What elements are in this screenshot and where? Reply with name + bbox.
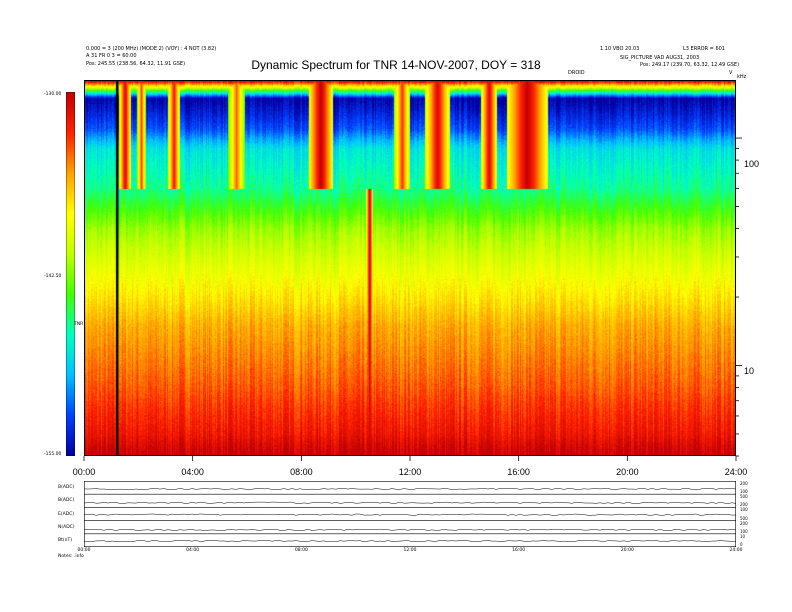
stack-trace: [84, 487, 736, 490]
stack-right-tick: 100: [740, 507, 748, 513]
spectrogram-heatmap: [84, 80, 736, 456]
colorbar-tick-top: -130.00: [44, 92, 62, 97]
stack-right-tick: 200: [740, 502, 748, 508]
x-tick-label: 12:00: [398, 467, 422, 477]
x-tick-label: 08:00: [290, 467, 313, 477]
x-tick-label: 00:00: [72, 467, 96, 477]
stack-right-tick: 200: [740, 520, 748, 526]
chart-title: Dynamic Spectrum for TNR 14-NOV-2007, DO…: [251, 58, 541, 72]
stack-panel-label: E(ADC): [58, 511, 75, 517]
spectrogram-frame: [84, 80, 736, 456]
x-tick-label: 04:00: [181, 467, 204, 477]
header-right-2: L3 ERROR = 601: [683, 46, 725, 52]
header-right-3: SIG_PICTURE VAD AUG31, 2003: [620, 55, 700, 61]
stack-trace: [84, 513, 736, 516]
header-right-4: Pos: 249.17 (239.70, 63.32, 12.49 GSE): [640, 62, 740, 68]
frequency-axis: [736, 137, 742, 457]
stack-plot-labels: B(ADC) 200 100 B(ADC) 500 200 E(ADC) 100 500 N(AD…: [0, 481, 792, 561]
stack-right-tick: 500: [740, 494, 748, 500]
stack-right-tick: 10: [740, 533, 746, 539]
stack-panel-label: N(ADC): [58, 524, 75, 530]
stack-right-tick: 500: [740, 515, 748, 521]
stack-x-tick-label: 00:00: [77, 548, 91, 553]
time-axis-labels: 00:00 04:00 08:00 12:00 16:00 20:00 24:00: [0, 467, 792, 479]
stack-trace: [84, 528, 736, 531]
x-tick-label: 16:00: [507, 467, 530, 477]
header-left-1: 0.000 = 3 (200 MHz) (MODE 2) (VOY) : 4 N…: [86, 46, 217, 52]
center-tag: DROID: [568, 70, 585, 76]
stack-x-tick-label: 04:00: [186, 548, 200, 553]
stack-x-tick-label: 24:00: [729, 548, 743, 553]
colorbar-tick-mid: -142.50: [44, 274, 62, 279]
unit-v-label: V: [729, 70, 733, 76]
colorbar-label: TNR: [74, 322, 84, 327]
unit-top-label: kHz: [737, 74, 747, 80]
stack-x-tick-label: 16:00: [512, 548, 526, 553]
stack-x-tick-label: 08:00: [294, 548, 308, 553]
x-tick-label: 20:00: [616, 467, 639, 477]
stack-panel-label: Bt(nT): [58, 537, 72, 543]
stack-panel-label: B(ADC): [58, 498, 75, 504]
footer-notes: Notes: .info: [58, 554, 84, 559]
stack-panel-label: B(ADC): [58, 485, 75, 491]
time-axis: [83, 456, 737, 461]
stack-trace: [84, 540, 736, 543]
stack-x-tick-label: 12:00: [403, 548, 417, 553]
stack-right-tick: 100: [740, 489, 748, 495]
stack-right-tick: 200: [740, 481, 748, 486]
y-tick-10: 10: [744, 366, 755, 376]
stack-trace: [84, 501, 736, 504]
stack-right-tick: 0: [740, 542, 743, 547]
colorbar: [66, 92, 75, 456]
stack-x-tick-label: 20:00: [620, 548, 634, 553]
stack-frame: [84, 481, 736, 547]
header-right-1: 1.10 VBO 20.03: [600, 46, 640, 52]
stack-right-tick: 100: [740, 528, 748, 534]
header-left-3: Pos: 245.55 (238.56, 64.32, 11.91 GSE): [86, 61, 186, 67]
stack-plot-panels: [84, 481, 736, 547]
y-tick-100: 100: [744, 159, 760, 169]
x-tick-label: 24:00: [724, 467, 748, 477]
colorbar-tick-bottom: -155.00: [44, 452, 62, 457]
header-left-2: A 31 FR 0 3 = 60.00: [86, 53, 137, 59]
